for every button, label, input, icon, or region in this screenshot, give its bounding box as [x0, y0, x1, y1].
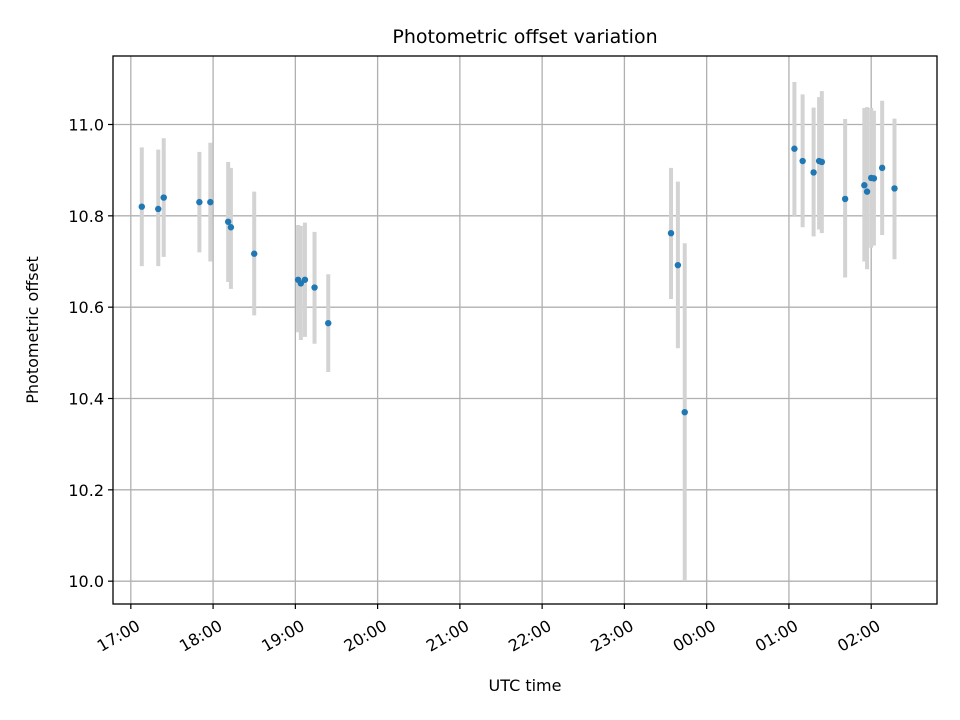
grid-layer [113, 56, 937, 604]
point-layer [138, 145, 898, 416]
data-point [155, 205, 162, 213]
data-point [311, 284, 318, 291]
y-axis: 10.0 10.2 10.4 10.6 10.8 11.0 [68, 116, 113, 591]
data-point [818, 158, 826, 166]
data-point [297, 280, 305, 287]
x-axis-label: UTC time [489, 676, 562, 695]
data-point [810, 169, 817, 176]
data-point [799, 157, 806, 165]
plot-frame [112, 55, 938, 605]
data-point [301, 276, 309, 283]
data-point [160, 194, 167, 201]
data-point [841, 195, 849, 203]
chart-title: Photometric offset variation [392, 26, 657, 48]
y-tick-label: 10.0 [68, 572, 104, 591]
data-point [325, 319, 332, 327]
y-tick-label: 10.4 [68, 390, 104, 409]
data-point [224, 218, 232, 225]
data-point [870, 175, 878, 182]
data-point [196, 198, 203, 206]
data-point [861, 182, 868, 189]
y-tick-label: 10.2 [68, 481, 104, 500]
y-tick-label: 10.6 [68, 298, 104, 317]
data-point [891, 185, 898, 192]
data-point [207, 198, 214, 206]
data-point [667, 229, 675, 237]
y-tick-label: 10.8 [68, 207, 104, 226]
data-point [674, 261, 682, 269]
data-point [878, 164, 886, 172]
data-point [251, 250, 258, 257]
y-axis-label: Photometric offset [23, 256, 42, 404]
data-point [227, 224, 235, 231]
data-point [863, 188, 871, 195]
y-tick-label: 11.0 [68, 116, 104, 135]
data-point [681, 409, 688, 416]
data-point [791, 145, 798, 152]
data-point [138, 203, 145, 210]
